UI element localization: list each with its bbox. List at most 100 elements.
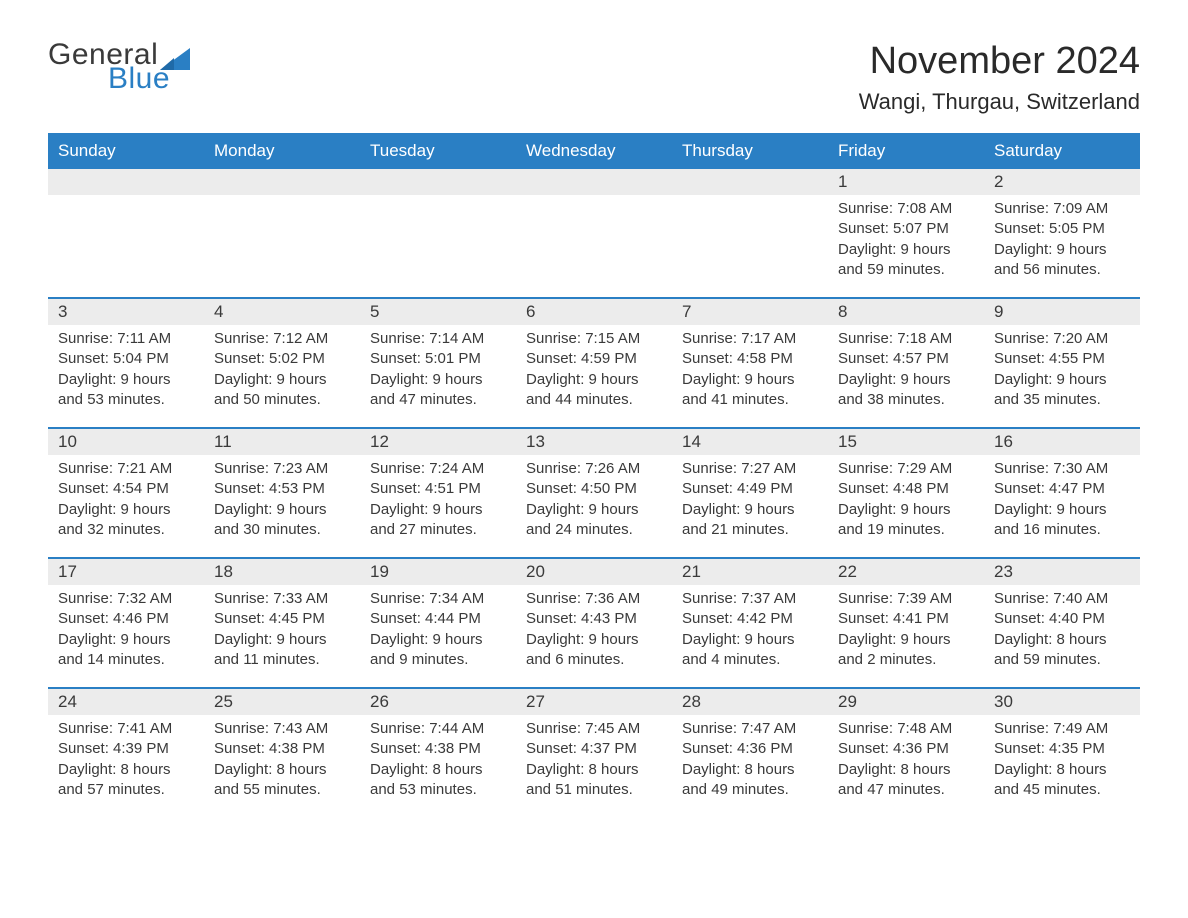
daylight-line-2: and 45 minutes. [994, 780, 1130, 800]
day-content: Sunrise: 7:48 AMSunset: 4:36 PMDaylight:… [828, 715, 984, 808]
daylight-line-2: and 50 minutes. [214, 390, 350, 410]
sunrise-line: Sunrise: 7:30 AM [994, 459, 1130, 479]
calendar-day-cell [48, 169, 204, 297]
day-number: 27 [516, 689, 672, 715]
day-number: 23 [984, 559, 1140, 585]
sunset-line: Sunset: 4:57 PM [838, 349, 974, 369]
daylight-line-1: Daylight: 9 hours [682, 630, 818, 650]
daylight-line-2: and 53 minutes. [370, 780, 506, 800]
day-number: 2 [984, 169, 1140, 195]
calendar-week-row: 10Sunrise: 7:21 AMSunset: 4:54 PMDayligh… [48, 427, 1140, 557]
daylight-line-1: Daylight: 8 hours [682, 760, 818, 780]
calendar-day-cell: 8Sunrise: 7:18 AMSunset: 4:57 PMDaylight… [828, 299, 984, 427]
day-number: 9 [984, 299, 1140, 325]
calendar-day-cell: 30Sunrise: 7:49 AMSunset: 4:35 PMDayligh… [984, 689, 1140, 817]
daylight-line-1: Daylight: 9 hours [526, 630, 662, 650]
sunset-line: Sunset: 4:35 PM [994, 739, 1130, 759]
day-number: 24 [48, 689, 204, 715]
sunset-line: Sunset: 5:07 PM [838, 219, 974, 239]
sunrise-line: Sunrise: 7:37 AM [682, 589, 818, 609]
day-content: Sunrise: 7:30 AMSunset: 4:47 PMDaylight:… [984, 455, 1140, 548]
calendar-day-cell: 27Sunrise: 7:45 AMSunset: 4:37 PMDayligh… [516, 689, 672, 817]
sunrise-line: Sunrise: 7:49 AM [994, 719, 1130, 739]
day-content: Sunrise: 7:11 AMSunset: 5:04 PMDaylight:… [48, 325, 204, 418]
sunrise-line: Sunrise: 7:11 AM [58, 329, 194, 349]
sunrise-line: Sunrise: 7:17 AM [682, 329, 818, 349]
sunrise-line: Sunrise: 7:45 AM [526, 719, 662, 739]
weekday-header: Sunday [48, 133, 204, 169]
day-content: Sunrise: 7:32 AMSunset: 4:46 PMDaylight:… [48, 585, 204, 678]
sunset-line: Sunset: 4:47 PM [994, 479, 1130, 499]
sunset-line: Sunset: 4:53 PM [214, 479, 350, 499]
daylight-line-1: Daylight: 8 hours [370, 760, 506, 780]
day-number: 26 [360, 689, 516, 715]
sunset-line: Sunset: 4:41 PM [838, 609, 974, 629]
calendar-week-row: 24Sunrise: 7:41 AMSunset: 4:39 PMDayligh… [48, 687, 1140, 817]
day-number: 16 [984, 429, 1140, 455]
daylight-line-2: and 55 minutes. [214, 780, 350, 800]
day-content: Sunrise: 7:33 AMSunset: 4:45 PMDaylight:… [204, 585, 360, 678]
calendar-day-cell: 22Sunrise: 7:39 AMSunset: 4:41 PMDayligh… [828, 559, 984, 687]
calendar-day-cell: 28Sunrise: 7:47 AMSunset: 4:36 PMDayligh… [672, 689, 828, 817]
daylight-line-1: Daylight: 9 hours [994, 500, 1130, 520]
sunset-line: Sunset: 4:38 PM [370, 739, 506, 759]
calendar-day-cell: 16Sunrise: 7:30 AMSunset: 4:47 PMDayligh… [984, 429, 1140, 557]
daylight-line-1: Daylight: 8 hours [214, 760, 350, 780]
calendar-day-cell [672, 169, 828, 297]
sunset-line: Sunset: 4:50 PM [526, 479, 662, 499]
sunrise-line: Sunrise: 7:36 AM [526, 589, 662, 609]
calendar-day-cell: 5Sunrise: 7:14 AMSunset: 5:01 PMDaylight… [360, 299, 516, 427]
sunset-line: Sunset: 4:45 PM [214, 609, 350, 629]
daylight-line-2: and 53 minutes. [58, 390, 194, 410]
day-number: 18 [204, 559, 360, 585]
daylight-line-1: Daylight: 9 hours [58, 370, 194, 390]
daylight-line-2: and 24 minutes. [526, 520, 662, 540]
daylight-line-2: and 59 minutes. [994, 650, 1130, 670]
sunset-line: Sunset: 5:04 PM [58, 349, 194, 369]
weekday-header: Friday [828, 133, 984, 169]
daylight-line-1: Daylight: 9 hours [526, 370, 662, 390]
daylight-line-2: and 44 minutes. [526, 390, 662, 410]
day-number: 5 [360, 299, 516, 325]
weekday-header: Monday [204, 133, 360, 169]
daylight-line-1: Daylight: 8 hours [994, 760, 1130, 780]
sunset-line: Sunset: 4:38 PM [214, 739, 350, 759]
day-number: 14 [672, 429, 828, 455]
day-content: Sunrise: 7:27 AMSunset: 4:49 PMDaylight:… [672, 455, 828, 548]
daylight-line-2: and 41 minutes. [682, 390, 818, 410]
day-content: Sunrise: 7:45 AMSunset: 4:37 PMDaylight:… [516, 715, 672, 808]
calendar-day-cell [360, 169, 516, 297]
calendar-day-cell: 12Sunrise: 7:24 AMSunset: 4:51 PMDayligh… [360, 429, 516, 557]
sunrise-line: Sunrise: 7:40 AM [994, 589, 1130, 609]
day-number: 20 [516, 559, 672, 585]
calendar-day-cell: 21Sunrise: 7:37 AMSunset: 4:42 PMDayligh… [672, 559, 828, 687]
daylight-line-1: Daylight: 9 hours [838, 240, 974, 260]
calendar-day-cell [516, 169, 672, 297]
day-content: Sunrise: 7:41 AMSunset: 4:39 PMDaylight:… [48, 715, 204, 808]
month-title: November 2024 [859, 40, 1140, 83]
calendar-day-cell: 29Sunrise: 7:48 AMSunset: 4:36 PMDayligh… [828, 689, 984, 817]
sunrise-line: Sunrise: 7:27 AM [682, 459, 818, 479]
daylight-line-1: Daylight: 9 hours [838, 500, 974, 520]
daylight-line-2: and 27 minutes. [370, 520, 506, 540]
sunrise-line: Sunrise: 7:24 AM [370, 459, 506, 479]
calendar-body: 1Sunrise: 7:08 AMSunset: 5:07 PMDaylight… [48, 169, 1140, 817]
calendar-header-row: SundayMondayTuesdayWednesdayThursdayFrid… [48, 133, 1140, 169]
daylight-line-2: and 11 minutes. [214, 650, 350, 670]
page-header: General Blue November 2024 Wangi, Thurga… [48, 40, 1140, 115]
daylight-line-1: Daylight: 9 hours [994, 240, 1130, 260]
sunset-line: Sunset: 4:49 PM [682, 479, 818, 499]
day-content: Sunrise: 7:20 AMSunset: 4:55 PMDaylight:… [984, 325, 1140, 418]
sunset-line: Sunset: 5:01 PM [370, 349, 506, 369]
sunrise-line: Sunrise: 7:18 AM [838, 329, 974, 349]
day-number: 12 [360, 429, 516, 455]
day-content: Sunrise: 7:37 AMSunset: 4:42 PMDaylight:… [672, 585, 828, 678]
sunset-line: Sunset: 4:40 PM [994, 609, 1130, 629]
calendar-day-cell: 2Sunrise: 7:09 AMSunset: 5:05 PMDaylight… [984, 169, 1140, 297]
day-number [516, 169, 672, 195]
sunrise-line: Sunrise: 7:20 AM [994, 329, 1130, 349]
calendar-week-row: 17Sunrise: 7:32 AMSunset: 4:46 PMDayligh… [48, 557, 1140, 687]
calendar-day-cell: 24Sunrise: 7:41 AMSunset: 4:39 PMDayligh… [48, 689, 204, 817]
sunset-line: Sunset: 4:51 PM [370, 479, 506, 499]
sunset-line: Sunset: 4:44 PM [370, 609, 506, 629]
